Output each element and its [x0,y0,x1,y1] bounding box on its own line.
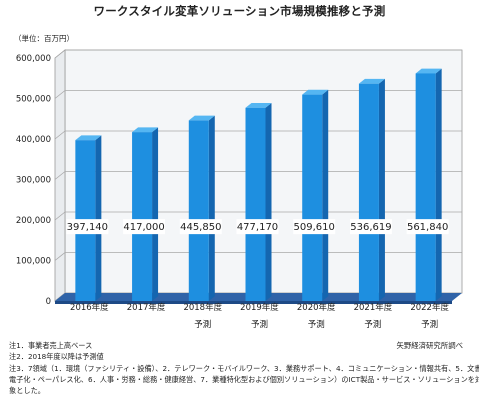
bar-top [75,135,102,141]
y-tick-label: 300,000 [16,176,51,186]
y-tick-label: 0 [46,297,51,307]
bars [75,68,442,302]
data-label: 397,140 [67,222,108,233]
footnote-2: 注2．2018年度以降は予測値 [9,352,104,362]
data-label-box [293,219,336,235]
gridline-side [54,49,66,59]
bar [245,107,266,301]
bar-side [435,68,442,301]
bar-side [322,89,329,301]
bar [415,73,436,301]
y-tick-label: 200,000 [16,216,51,226]
gridline-side [54,90,66,99]
bar-side [265,102,272,301]
data-label: 477,170 [237,222,278,233]
footnote-1: 注1．事業者売上高ベース [9,341,93,350]
y-tick-label: 100,000 [16,257,51,267]
x-tick-label: 予測 [421,319,438,330]
x-tick-label: 予測 [308,319,325,330]
footnote-3-end: 象とした。 [9,386,45,396]
data-label-box [236,219,279,235]
data-label: 445,850 [180,222,221,233]
x-tick-label: 予測 [194,319,211,330]
x-tick-label: 2022年度 [410,302,449,313]
bar-top [302,89,329,95]
data-label-box [406,219,449,235]
y-tick-label: 400,000 [16,135,51,145]
bar [302,94,323,302]
x-tick-label: 2016年度 [70,302,109,313]
data-label-box [349,219,392,235]
bar-top [188,115,215,121]
floor-edge [55,301,452,304]
gridline-side [54,252,66,261]
bar [188,120,209,301]
x-tick-label: 2021年度 [354,302,393,313]
bar-side [208,115,215,301]
footnotes: 注1．事業者売上高ベース 注2．2018年度以降は予測値 注3．7領域（1．環境… [9,340,479,396]
data-label-box [179,219,222,235]
y-tick-label: 600,000 [16,54,51,64]
x-axis-labels: 2016年度 2017年度 2018年度予測2019年度予測2020年度予測2021… [70,302,449,330]
chart-title: ワークスタイル変革ソリューション市場規模推移と予測 [93,4,386,18]
bar-chart: 0 100,000 200,000 300,000 400,000 500,000 600,… [16,49,463,330]
bar-top [245,102,272,108]
data-label-box [123,219,166,235]
bar-side [378,78,385,301]
y-tick-label: 500,000 [16,95,51,105]
gridline-side [54,171,66,180]
bar [358,83,379,301]
bar-side [95,135,102,301]
bar-top [132,127,159,133]
source-credit: 矢野経済研究所調べ [396,341,463,350]
x-tick-label: 2019年度 [240,302,279,313]
bar-top [415,68,442,74]
data-labels: 397,140 417,000 445,850 477,170 509,610 536,6… [66,219,449,235]
bar-side [152,127,159,301]
bar-top [358,78,385,84]
gridline-side [54,130,66,140]
gridline-side [54,211,66,221]
x-tick-label: 2018年度 [183,302,222,313]
x-tick-label: 予測 [364,319,381,330]
data-label: 417,000 [123,222,164,233]
unit-label: （単位：百万円） [14,34,74,43]
data-label: 561,840 [407,222,448,233]
data-label-box [66,219,109,235]
footnote-3: 注3．7領域（1．環境（ファシリティ・設備）、2．テレワーク・モバイルワーク、3… [9,363,479,373]
x-tick-label: 予測 [251,319,268,330]
bar [132,132,153,301]
data-label: 536,619 [350,222,391,233]
footnote-3-cont: 電子化・ペーパレス化、6．人事・労務・総務・健康経営、7．業種特化型および個別ソ… [9,374,479,384]
x-tick-label: 2017年度 [127,302,166,313]
data-label: 509,610 [294,222,335,233]
x-tick-label: 2020年度 [297,302,336,313]
y-axis-labels: 0 100,000 200,000 300,000 400,000 500,000 600,… [16,54,51,307]
